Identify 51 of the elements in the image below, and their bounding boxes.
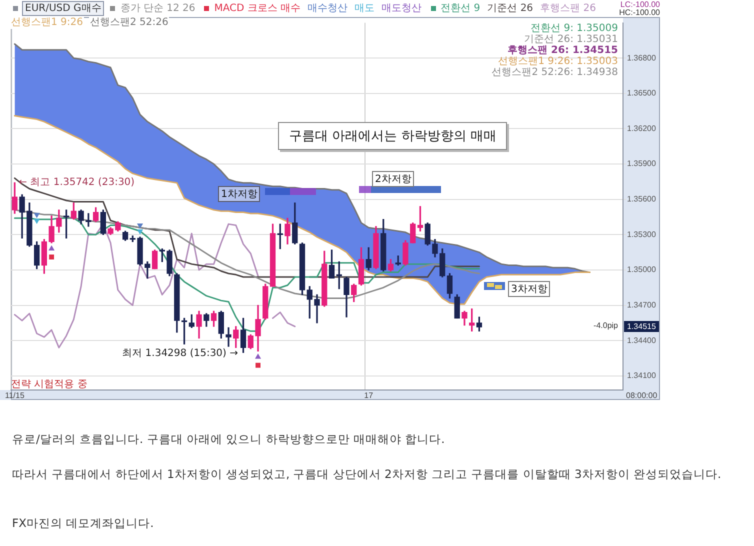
annotation: 최저 1.34298 (15:30) → (122, 347, 238, 360)
y-tick-label: 1.36500 (627, 88, 656, 98)
chart-title: EUR/USD G매수 (22, 1, 104, 16)
annotation: 선행스팬2 52:26: 1.34938 (492, 66, 618, 79)
annotation: 기준선 26: 1.35031 (524, 33, 618, 45)
text: HC:-100.00 (619, 8, 660, 17)
point (34, 212, 40, 218)
y-tick-label: 1.34400 (627, 336, 656, 345)
y-tick-label: 1.34700 (627, 300, 656, 310)
point (49, 254, 54, 260)
annotation: 구름대 아래에서는 하락방향의 매매 (278, 122, 508, 150)
x-tick-label: 11/15 (4, 391, 25, 400)
y-tick-label: 1.36200 (627, 124, 656, 133)
point (48, 245, 55, 251)
y-tick-label: 1.35000 (627, 265, 656, 274)
text: 유로/달러의 흐름입니다. 구름대 아래에 있으니 하락방향으로만 매매해야 합니다. (12, 432, 446, 447)
text: 08:00:00 (626, 391, 658, 400)
legend-label: 종가 단순 12 26 (119, 2, 196, 15)
text: 선행스팬1 9:26 (10, 16, 84, 29)
annotation: 전략 시험적용 중 (11, 378, 88, 391)
y-tick-label: 1.36800 (627, 53, 656, 62)
y-tick-label: 1.35900 (627, 159, 656, 168)
y-tick-label: 1.34100 (627, 371, 656, 380)
annotation: 3차저항 (508, 281, 550, 297)
text: 후행스팬 26 (539, 2, 597, 15)
y-tick-label: 1.35300 (627, 230, 656, 239)
text: FX마진의 데모계좌입니다. (12, 516, 155, 531)
annotation: 2차저항 (372, 171, 414, 187)
x-tick-label: 17 (364, 391, 374, 400)
annotation: ← 최고 1.35742 (23:30) (18, 177, 135, 188)
annotation: 1차저항 (218, 186, 260, 202)
text: 매도청산 (380, 2, 423, 15)
legend-label: MACD 크로스 매수 (213, 2, 302, 15)
point (254, 354, 262, 359)
y-tick-label: 1.35600 (627, 194, 656, 204)
legend-label: 전환선 9 (440, 2, 482, 15)
point (137, 223, 144, 229)
annotation: 전환선 9: 1.35009 (530, 22, 618, 34)
text: 기준선 26 (486, 2, 534, 15)
text: 매도 (354, 2, 376, 15)
point (137, 229, 144, 235)
point (34, 218, 40, 224)
text: 1.34515 (624, 321, 659, 332)
point (256, 362, 260, 368)
annotation: -4.0pip (594, 321, 618, 330)
annotation: 후행스팬 26: 1.34515 (508, 44, 618, 56)
annotation: 선행스팬1 9:26: 1.35003 (498, 55, 618, 68)
text: 선행스팬2 52:26 (89, 16, 170, 29)
text: LC:-100.00 (620, 0, 660, 9)
text: 따라서 구름대에서 하단에서 1차저항이 생성되었고, 구름대 상단에서 2차저항 그리고 구름대를 이탈할때 3차저항이 완성되었습니다. (12, 467, 722, 482)
text: 매수청산 (306, 2, 349, 15)
